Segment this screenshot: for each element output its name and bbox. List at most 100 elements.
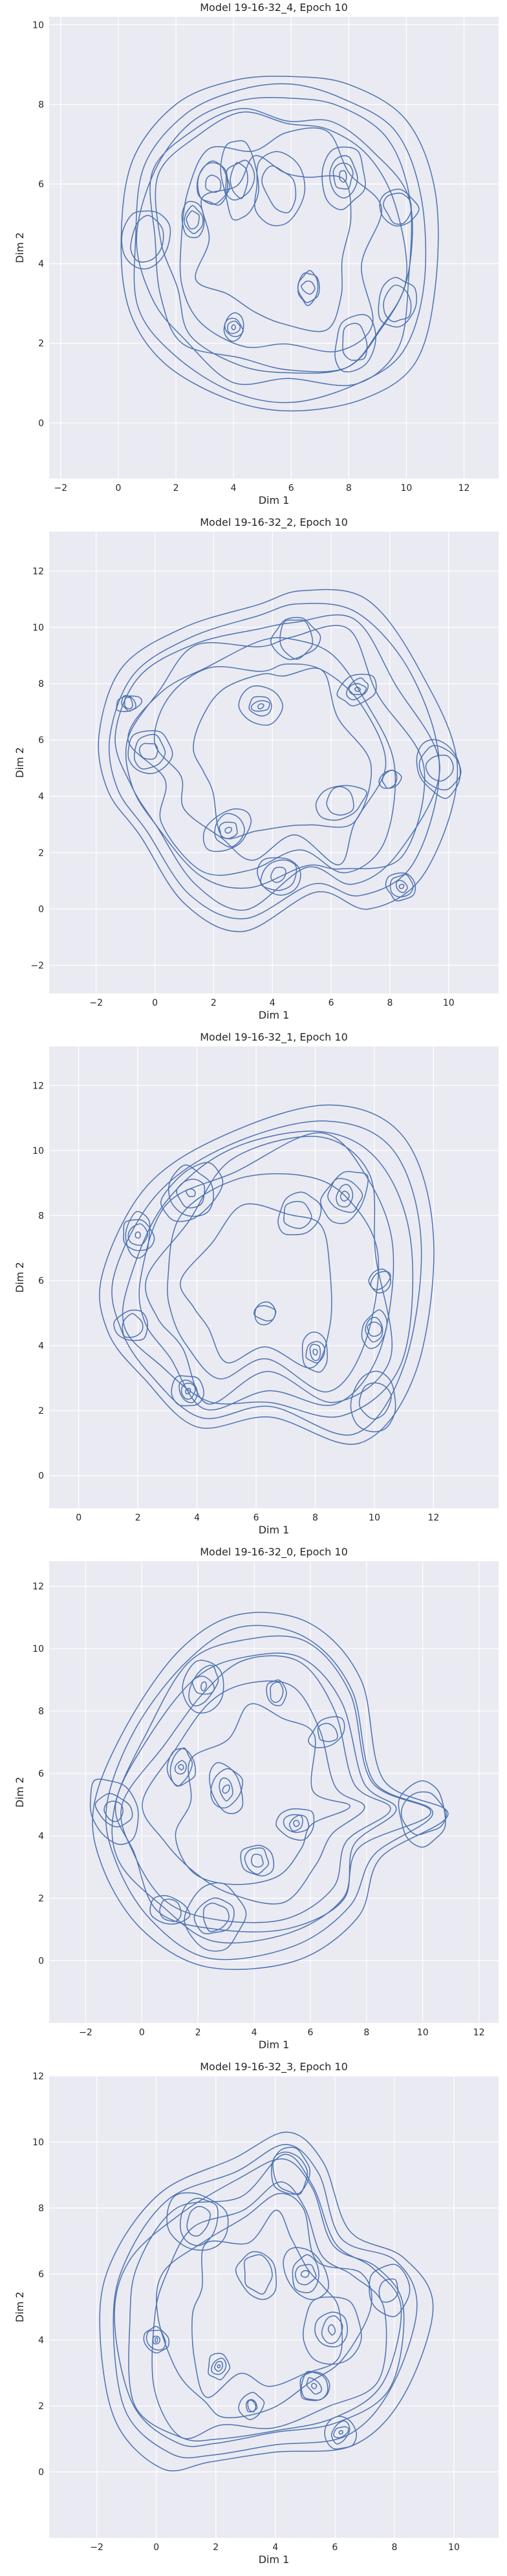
chart-title: Model 19-16-32_2, Epoch 10: [200, 516, 348, 529]
y-tick-label: 6: [38, 180, 44, 190]
contour-peak-8-level-1: [379, 188, 420, 227]
contour-peak-5-level-2: [346, 677, 369, 700]
contour-peak-7-level-1: [378, 277, 417, 328]
contour-peak-11-level-3: [395, 880, 408, 893]
contour-outer-level-2: [105, 1625, 434, 1960]
contour-peak-6-level-3: [247, 2399, 257, 2412]
contour-peak-6-level-2: [253, 1305, 277, 1322]
plot-background: [49, 2076, 499, 2538]
contour-peak-7-level-1: [368, 1268, 391, 1293]
contour-peak-1-level-3: [124, 697, 133, 709]
chart-1: −2 0 2 4 6 8 10 12 0 2 4 6 8 10 Model 19-16-32_4, Epoc…: [14, 1, 499, 506]
y-axis-label: Dim 2: [14, 1262, 26, 1293]
contour-outer-level-4: [125, 625, 426, 889]
contour-peak-8-level-1: [315, 785, 367, 821]
contour-peak-7-level-1: [301, 2370, 329, 2401]
contour-peak-1-level-2: [146, 2330, 166, 2351]
contour-peak-4-level-2: [283, 1200, 312, 1229]
contour-peak-1-level-2: [130, 215, 164, 263]
contour-outer-level-4: [149, 108, 413, 373]
contour-peak-8-level-1: [361, 1309, 388, 1349]
y-tick-label: 0: [38, 2467, 44, 2478]
contour-peak-7-level-4: [293, 1819, 300, 1827]
contour-peak-11-level-1: [301, 1331, 328, 1373]
contour-peak-3-level-2: [248, 696, 272, 717]
y-tick-label: 12: [32, 1582, 44, 1592]
contour-peak-2-level-1: [127, 730, 173, 774]
contour-peak-7-level-4: [311, 2383, 318, 2390]
contour-peak-5-level-3: [301, 280, 316, 295]
contour-peak-4-level-1: [235, 2251, 277, 2300]
contour-peak-4-level-2: [279, 619, 314, 660]
chart-2: −2 0 2 4 6 8 10 −2 0 2 4 6 8 10 12 Model 19-16-32_2, Ep…: [14, 516, 499, 1021]
x-tick-label: −2: [89, 998, 103, 1008]
x-tick-label: −2: [79, 2028, 92, 2038]
contour-outer-level-1: [92, 1612, 449, 1970]
contour-lines: [99, 1104, 435, 1445]
contour-peak-10-level-2: [329, 155, 358, 199]
contour-inner-level-2: [195, 155, 352, 332]
contour-peak-10-level-3: [332, 162, 354, 189]
chart-title: Model 19-16-32_3, Epoch 10: [200, 2061, 348, 2073]
contour-peak-10-level-2: [178, 1380, 198, 1403]
x-tick-label: 6: [308, 2028, 314, 2038]
y-tick-label: 10: [32, 1146, 44, 1156]
contour-outer-level-2: [113, 2144, 418, 2459]
contour-peak-11-level-2: [305, 1341, 325, 1364]
contour-peak-3-level-3: [174, 1760, 188, 1775]
contour-peak-8-level-1: [303, 2296, 362, 2365]
contour-inner-level-1: [156, 2192, 372, 2419]
contour-peak-7-level-2: [418, 745, 462, 791]
contour-peak-10-level-1: [171, 1375, 204, 1407]
contour-outer-level-4: [128, 2154, 402, 2441]
contour-outer-level-5: [155, 111, 407, 374]
x-tick-label: −2: [90, 2542, 103, 2553]
contour-peak-3-level-3: [230, 162, 248, 199]
x-tick-label: 2: [213, 2542, 219, 2553]
y-tick-label: 4: [38, 2335, 44, 2346]
contour-outer-level-2: [108, 603, 440, 920]
contour-peak-4-level-1: [254, 151, 306, 226]
contour-peak-6-level-1: [334, 314, 376, 373]
contour-peak-5-level-4: [340, 1191, 350, 1202]
x-tick-label: 4: [231, 483, 237, 493]
contour-peak-2-level-1: [166, 2192, 229, 2251]
contour-peak-10-level-4: [338, 2430, 343, 2435]
contour-peak-3-level-1: [160, 1162, 224, 1222]
contour-peak-9-level-4: [231, 324, 236, 330]
x-tick-label: 8: [391, 2542, 397, 2553]
contour-peak-10-level-3: [180, 1382, 196, 1400]
y-tick-label: 8: [38, 679, 44, 689]
contour-outer-level-5: [127, 637, 396, 876]
contour-peak-1-level-2: [94, 1793, 133, 1828]
contour-peak-3-level-1: [220, 140, 259, 221]
contour-peak-10-level-1: [398, 1780, 446, 1848]
contour-peak-7-level-2: [283, 1814, 310, 1833]
contour-peak-10-level-1: [324, 2416, 358, 2450]
contour-peak-4-level-4: [200, 1681, 208, 1691]
y-tick-label: 0: [38, 904, 44, 915]
contour-inner-level-2: [191, 2209, 343, 2398]
x-tick-label: 0: [115, 483, 121, 493]
y-tick-label: 4: [38, 1341, 44, 1352]
y-axis-label: Dim 2: [14, 747, 26, 778]
x-tick-label: 4: [272, 2542, 278, 2553]
y-axis-label: Dim 2: [14, 232, 26, 263]
y-tick-label: 2: [38, 339, 44, 349]
contour-peak-1-level-2: [122, 1313, 144, 1338]
contour-outer-level-2: [133, 83, 427, 404]
contour-lines: [120, 76, 439, 412]
y-tick-label: 6: [38, 735, 44, 746]
x-tick-label: 12: [427, 1513, 439, 1523]
x-tick-label: 2: [211, 998, 217, 1008]
contour-peak-3-level-1: [238, 685, 283, 726]
contour-peak-4-level-2: [243, 2254, 273, 2295]
contour-peak-7-level-3: [425, 754, 454, 782]
y-tick-label: 2: [38, 2401, 44, 2412]
contour-peak-5-level-3: [214, 2361, 223, 2372]
contour-peak-5-level-4: [217, 2364, 221, 2368]
x-tick-label: 8: [346, 483, 352, 493]
contour-peak-5-level-1: [266, 1679, 287, 1707]
contour-peak-7-level-3: [306, 2377, 322, 2395]
